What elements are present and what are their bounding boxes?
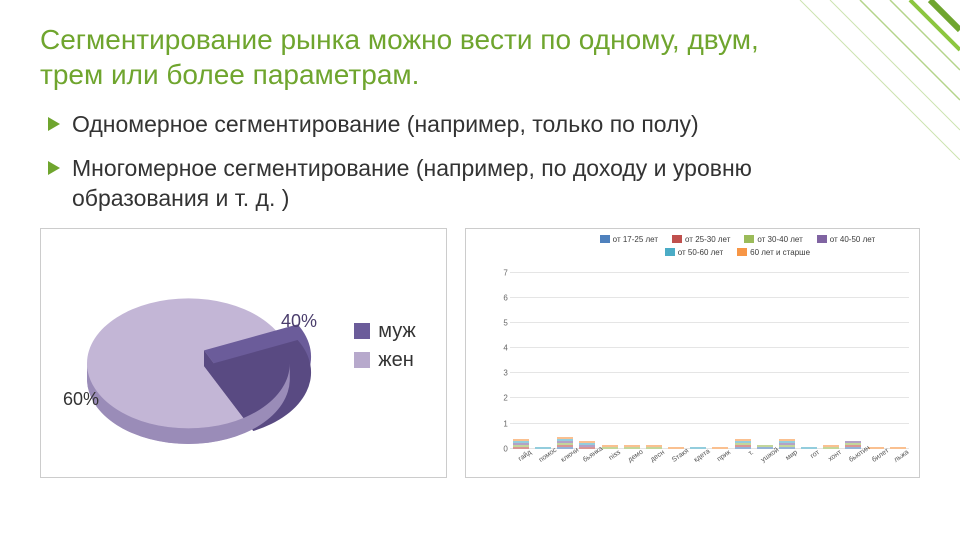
legend-item: от 30-40 лет: [744, 235, 802, 244]
pie-legend: муж жен: [354, 314, 416, 378]
legend-label: от 25-30 лет: [685, 235, 730, 244]
pie-slice-label-60: 60%: [63, 389, 99, 410]
legend-swatch: [817, 235, 827, 243]
bar-legend: от 17-25 лет от 25-30 лет от 30-40 лет от 4…: [566, 235, 909, 257]
x-tick-label: гайд: [516, 449, 544, 479]
bullet-icon: [48, 117, 60, 131]
y-tick: 4: [503, 344, 507, 353]
legend-item: от 50-60 лет: [665, 248, 723, 257]
legend-swatch: [744, 235, 754, 243]
x-tick-label: ушкой: [760, 449, 788, 479]
bar-plot: 01234567: [492, 273, 909, 449]
x-tick-label: niss: [604, 449, 632, 479]
legend-item: от 40-50 лет: [817, 235, 875, 244]
x-tick-label: т.: [737, 449, 765, 479]
x-axis-labels: гайдпомосключибьянкаnissдемодеснSтакякде…: [510, 449, 909, 475]
x-tick-label: демо: [627, 449, 655, 479]
bar-column: [779, 439, 795, 449]
bullet-text: Многомерное сегментирование (например, п…: [72, 154, 828, 214]
legend-label: 60 лет и старше: [750, 248, 810, 257]
legend-swatch: [354, 323, 370, 339]
bar-column: [557, 437, 573, 449]
x-tick-label: бьютин: [848, 449, 876, 479]
y-tick: 5: [503, 318, 507, 327]
pie-slice-label-40: 40%: [281, 311, 317, 332]
legend-label: от 50-60 лет: [678, 248, 723, 257]
x-tick-label: хонт: [826, 449, 854, 479]
bullet-text: Одномерное сегментирование (например, то…: [72, 110, 699, 140]
bullet-item: Многомерное сегментирование (например, п…: [48, 154, 828, 214]
legend-item: 60 лет и старше: [737, 248, 810, 257]
legend-label: жен: [378, 349, 414, 372]
y-tick: 0: [503, 444, 507, 453]
pie-chart-panel: 40% 60% муж жен: [40, 228, 447, 478]
x-tick-label: бьянка: [582, 449, 610, 479]
bar-column: [845, 441, 861, 449]
slide-title: Сегментирование рынка можно вести по одн…: [40, 22, 820, 92]
y-tick: 7: [503, 268, 507, 277]
y-axis: 01234567: [492, 273, 510, 449]
legend-swatch: [665, 248, 675, 256]
y-tick: 3: [503, 369, 507, 378]
y-tick: 6: [503, 293, 507, 302]
legend-item: муж: [354, 320, 416, 343]
x-tick-label: кдета: [693, 449, 721, 479]
legend-swatch: [672, 235, 682, 243]
x-tick-label: льжа: [893, 449, 921, 479]
bullet-list: Одномерное сегментирование (например, то…: [40, 110, 920, 214]
bar-chart-panel: от 17-25 лет от 25-30 лет от 30-40 лет от 4…: [465, 228, 920, 478]
legend-label: муж: [378, 320, 416, 343]
legend-item: от 25-30 лет: [672, 235, 730, 244]
bar-column: [735, 439, 751, 449]
x-tick-label: помос: [538, 449, 566, 479]
bullet-icon: [48, 161, 60, 175]
y-tick: 2: [503, 394, 507, 403]
legend-item: жен: [354, 349, 416, 372]
y-tick: 1: [503, 419, 507, 428]
legend-item: от 17-25 лет: [600, 235, 658, 244]
legend-label: от 30-40 лет: [757, 235, 802, 244]
x-tick-label: ключи: [560, 449, 588, 479]
legend-label: от 17-25 лет: [613, 235, 658, 244]
x-tick-label: десн: [649, 449, 677, 479]
legend-swatch: [600, 235, 610, 243]
legend-swatch: [737, 248, 747, 256]
bar-column: [579, 441, 595, 449]
x-tick-label: билет: [871, 449, 899, 479]
bar-column: [513, 439, 529, 449]
x-tick-label: мир: [782, 449, 810, 479]
legend-label: от 40-50 лет: [830, 235, 875, 244]
x-tick-label: прик: [715, 449, 743, 479]
bars-container: [510, 273, 909, 449]
x-tick-label: гот: [804, 449, 832, 479]
bullet-item: Одномерное сегментирование (например, то…: [48, 110, 828, 140]
x-tick-label: Sтакя: [671, 449, 699, 479]
pie-chart: [61, 223, 321, 483]
legend-swatch: [354, 352, 370, 368]
